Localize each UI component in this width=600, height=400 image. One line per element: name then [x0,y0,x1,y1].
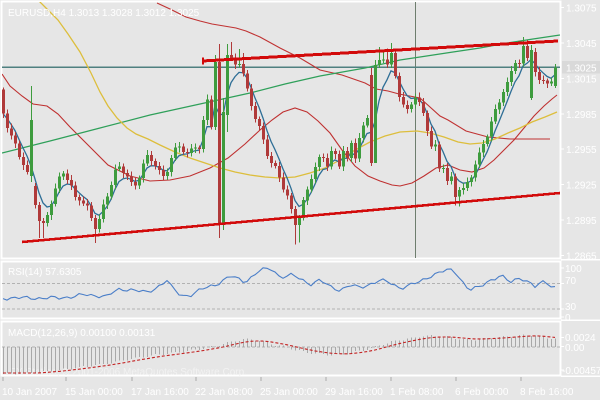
svg-text:1.3025: 1.3025 [566,63,597,74]
svg-text:1.3075: 1.3075 [566,4,597,15]
svg-text:25 Jan 00:00: 25 Jan 00:00 [260,387,318,398]
svg-text:1 Feb 08:00: 1 Feb 08:00 [390,387,444,398]
svg-text:1.2865: 1.2865 [566,251,597,262]
svg-text:1.3045: 1.3045 [566,39,597,50]
svg-text:MACD(12,26,9) 0.00100 0.00131: MACD(12,26,9) 0.00100 0.00131 [8,328,156,339]
svg-text:0.0024: 0.0024 [565,333,596,344]
svg-text:6 Feb 00:00: 6 Feb 00:00 [455,387,509,398]
svg-text:EURUSD,H4 1.3013 1.3028 1.301: EURUSD,H4 1.3013 1.3028 1.3012 1.3025 [8,8,200,19]
svg-text:29 Jan 16:00: 29 Jan 16:00 [325,387,383,398]
svg-text:1.2895: 1.2895 [566,216,597,227]
svg-text:0.00: 0.00 [565,343,585,354]
svg-text:10 Jan 2007: 10 Jan 2007 [2,387,57,398]
svg-text:1.3015: 1.3015 [566,74,597,85]
svg-text:1.2985: 1.2985 [566,110,597,121]
svg-text:100: 100 [565,264,582,275]
svg-text:1.2925: 1.2925 [566,181,597,192]
svg-text:RSI(14) 57.6305: RSI(14) 57.6305 [8,267,82,278]
svg-text:70: 70 [565,276,577,287]
svg-text:15 Jan 00:00: 15 Jan 00:00 [65,387,123,398]
svg-text:0: 0 [565,313,571,324]
svg-text:17 Jan 16:00: 17 Jan 16:00 [131,387,189,398]
svg-text:FX Station, © 2001-2006 MetaQu: FX Station, © 2001-2006 MetaQuotes Softw… [10,367,247,378]
svg-text:22 Jan 08:00: 22 Jan 08:00 [195,387,253,398]
svg-text:-0.00457: -0.00457 [562,366,600,377]
svg-text:30: 30 [565,302,577,313]
svg-text:1.2955: 1.2955 [566,145,597,156]
svg-text:8 Feb 16:00: 8 Feb 16:00 [520,387,574,398]
